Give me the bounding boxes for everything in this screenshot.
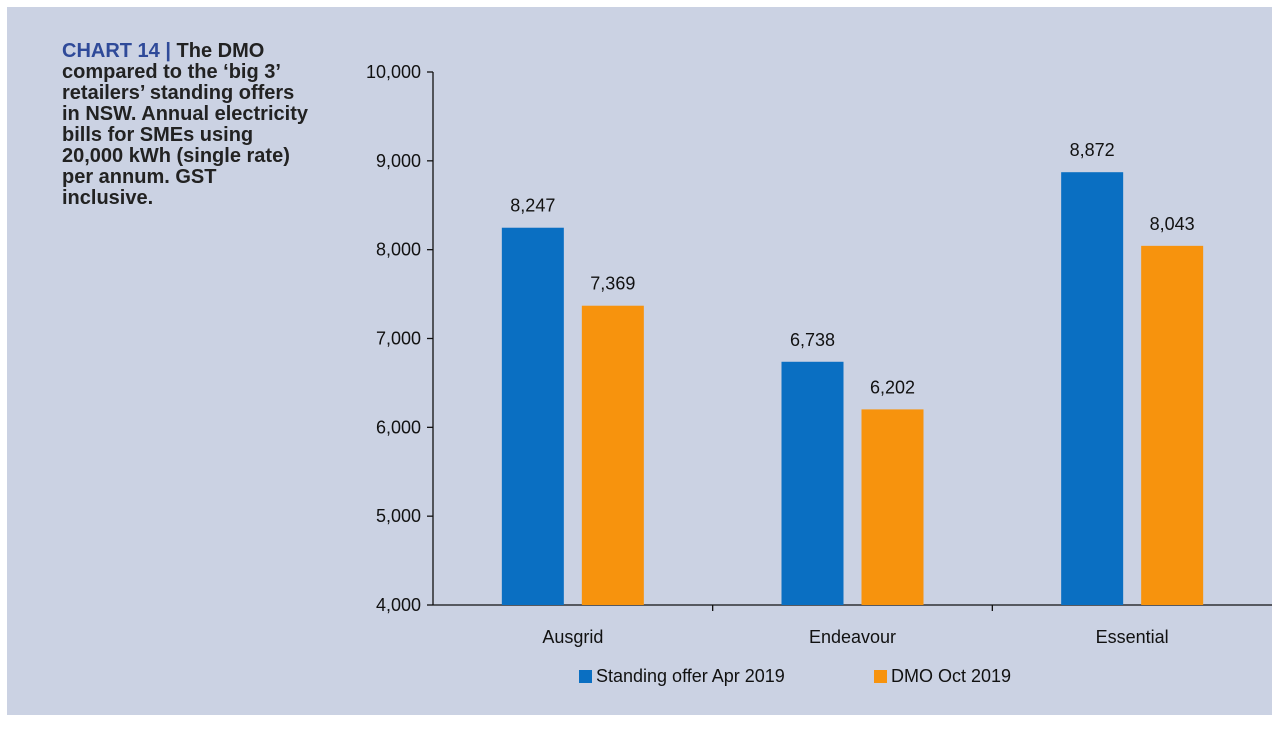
y-tick-label: 5,000 — [376, 506, 421, 526]
data-label: 8,043 — [1150, 214, 1195, 234]
bar — [861, 409, 924, 605]
bar — [1141, 245, 1204, 605]
data-label: 6,738 — [790, 330, 835, 350]
bar — [1061, 172, 1124, 606]
caption-text: The DMO compared to the ‘big 3’ retailer… — [62, 40, 308, 209]
data-label: 8,872 — [1070, 140, 1115, 160]
data-label: 8,247 — [510, 196, 555, 216]
data-label: 6,202 — [870, 377, 915, 397]
y-tick-label: 9,000 — [376, 151, 421, 171]
bar — [501, 227, 564, 605]
legend-swatch — [874, 670, 887, 683]
caption-separator: | — [165, 40, 171, 62]
y-tick-label: 7,000 — [376, 329, 421, 349]
caption-label: CHART 14 — [62, 40, 160, 62]
legend-label: DMO Oct 2019 — [891, 666, 1011, 686]
category-label: Essential — [1096, 627, 1169, 647]
bar — [781, 361, 844, 605]
y-tick-label: 4,000 — [376, 595, 421, 615]
chart-caption: CHART 14 | The DMO compared to the ‘big … — [62, 41, 312, 209]
y-tick-label: 10,000 — [366, 62, 421, 82]
y-tick-label: 8,000 — [376, 240, 421, 260]
legend-swatch — [579, 670, 592, 683]
data-label: 7,369 — [590, 274, 635, 294]
bar — [581, 305, 644, 605]
category-label: Ausgrid — [542, 627, 603, 647]
category-label: Endeavour — [809, 627, 896, 647]
legend-label: Standing offer Apr 2019 — [596, 666, 785, 686]
y-tick-label: 6,000 — [376, 417, 421, 437]
